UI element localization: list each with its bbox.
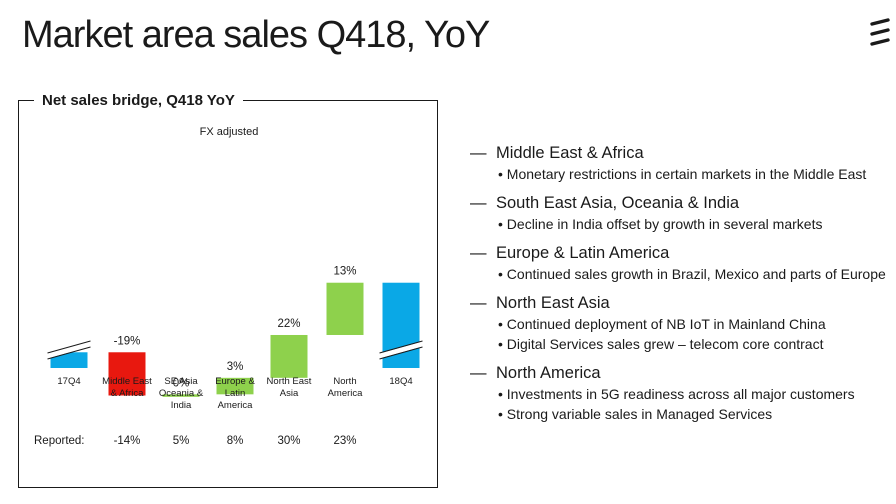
bullet-item: Digital Services sales grew – telecom co… — [484, 334, 890, 354]
reported-value: 5% — [173, 435, 190, 447]
reported-value: 8% — [227, 435, 244, 447]
commentary-section: — Europe & Latin America Continued sales g… — [470, 242, 890, 284]
commentary-section: — North East Asia Continued deployment of … — [470, 292, 890, 354]
bar-17q4 — [50, 352, 88, 368]
bar-step — [326, 282, 364, 335]
axis-break-mark — [378, 341, 424, 359]
bar-step — [270, 334, 308, 378]
dash-marker: — — [470, 194, 487, 212]
dash-marker: — — [470, 294, 487, 312]
commentary-list: — Middle East & Africa Monetary restrictio… — [470, 142, 890, 432]
section-heading-text: Middle East & Africa — [496, 144, 644, 162]
category-tick-label: Middle East — [102, 376, 152, 387]
section-heading-text: South East Asia, Oceania & India — [496, 194, 740, 212]
axis-break-line — [47, 340, 91, 354]
category-tick-label: America — [328, 388, 364, 399]
bar-step — [162, 394, 200, 397]
reported-value: -14% — [114, 435, 141, 447]
section-heading: — Europe & Latin America — [470, 242, 890, 264]
reported-label: Reported: — [34, 435, 85, 447]
section-heading-text: Europe & Latin America — [496, 244, 670, 262]
section-heading: — North East Asia — [470, 292, 890, 314]
section-heading: — North America — [470, 362, 890, 384]
category-tick-label: 18Q4 — [389, 376, 412, 387]
category-tick-label: Oceania & — [159, 388, 204, 399]
category-tick-label: North — [333, 376, 356, 387]
axis-break-line — [47, 346, 91, 360]
category-tick-label: America — [218, 400, 254, 411]
section-heading-text: North America — [496, 364, 601, 382]
commentary-section: — North America Investments in 5G readines… — [470, 362, 890, 424]
bullet-item: Continued deployment of NB IoT in Mainla… — [484, 314, 890, 334]
bullet-item: Monetary restrictions in certain markets… — [484, 164, 890, 184]
bullet-item: Investments in 5G readiness across all m… — [484, 384, 890, 404]
dash-marker: — — [470, 364, 487, 382]
category-tick-label: Asia — [280, 388, 299, 399]
reported-value: 23% — [333, 435, 356, 447]
bullet-item: Strong variable sales in Managed Service… — [484, 404, 890, 424]
section-heading: — Middle East & Africa — [470, 142, 890, 164]
bar-step — [108, 352, 146, 396]
axis-break-line — [379, 340, 423, 354]
commentary-section: — South East Asia, Oceania & India Decline… — [470, 192, 890, 234]
ericsson-logo-icon — [870, 18, 890, 46]
bar-value-label: 3% — [227, 361, 244, 373]
bar-value-label: 13% — [333, 266, 356, 278]
bar-value-label: -19% — [114, 335, 141, 347]
section-heading: — South East Asia, Oceania & India — [470, 192, 890, 214]
chart-title: Net sales bridge, Q418 YoY — [34, 92, 243, 109]
reported-value: 30% — [277, 435, 300, 447]
category-tick-label: & Africa — [111, 388, 144, 399]
axis-break-mark — [46, 341, 92, 359]
bar-value-label: 22% — [277, 318, 300, 330]
dash-marker: — — [470, 144, 487, 162]
axis-break-line — [379, 346, 423, 360]
chart-subtitle: FX adjusted — [200, 126, 259, 138]
section-heading-text: North East Asia — [496, 294, 610, 312]
bar-step — [216, 377, 254, 395]
category-tick-label: India — [171, 400, 192, 411]
category-tick-label: 17Q4 — [57, 376, 80, 387]
bullet-item: Continued sales growth in Brazil, Mexico… — [484, 264, 890, 284]
bar-value-label: 0% — [173, 377, 190, 389]
dash-marker: — — [470, 244, 487, 262]
page-title: Market area sales Q418, YoY — [22, 14, 490, 56]
category-tick-label: Europe & — [215, 376, 255, 387]
commentary-section: — Middle East & Africa Monetary restrictio… — [470, 142, 890, 184]
category-tick-label: Latin — [225, 388, 246, 399]
category-tick-label: North East — [267, 376, 312, 387]
bullet-item: Decline in India offset by growth in sev… — [484, 214, 890, 234]
waterfall-chart: FX adjusted 17Q4 -19% Middle East& Africa -… — [34, 126, 424, 447]
category-tick-label: SE Asia — [164, 376, 198, 387]
